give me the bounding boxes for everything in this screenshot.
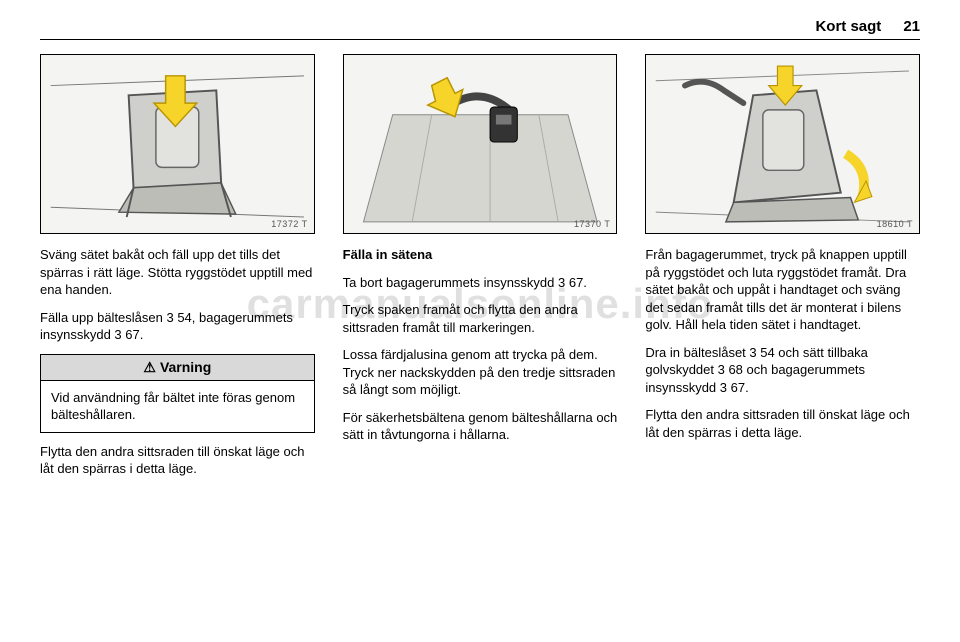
col3-paragraph-1: Från bagagerummet, tryck på knap­pen upp…	[645, 246, 920, 334]
warning-box: ⚠Varning Vid användning får bältet inte …	[40, 354, 315, 433]
page-header: Kort sagt 21	[40, 18, 920, 40]
warning-title: Varning	[160, 359, 211, 375]
col2-paragraph-4: För säkerhetsbältena genom bältes­hållar…	[343, 409, 618, 444]
page: Kort sagt 21 carmanualsonline.info	[0, 0, 960, 642]
column-1: 17372 T Sväng sätet bakåt och fäll upp d…	[40, 54, 315, 488]
illustration-3-caption: 18610 T	[877, 219, 913, 229]
warning-triangle-icon: ⚠	[143, 359, 156, 375]
col2-subhead: Fälla in sätena	[343, 246, 618, 264]
illustration-1-caption: 17372 T	[271, 219, 307, 229]
illustration-1: 17372 T	[40, 54, 315, 234]
col2-paragraph-2: Tryck spaken framåt och flytta den andra…	[343, 301, 618, 336]
col1-paragraph-3: Flytta den andra sittsraden till önskat …	[40, 443, 315, 478]
col3-paragraph-2: Dra in bälteslåset 3 54 och sätt till­ba…	[645, 344, 920, 397]
column-3: 18610 T Från bagagerummet, tryck på knap…	[645, 54, 920, 488]
illustration-2-caption: 17370 T	[574, 219, 610, 229]
seat-fold-up-icon	[41, 55, 314, 233]
col1-paragraph-2: Fälla upp bälteslåsen 3 54, bagagerummet…	[40, 309, 315, 344]
illustration-2: 17370 T	[343, 54, 618, 234]
col2-subhead-text: Fälla in sätena	[343, 247, 433, 262]
header-title: Kort sagt	[815, 18, 881, 35]
warning-body: Vid användning får bältet inte föras gen…	[41, 381, 314, 432]
header-page-number: 21	[903, 18, 920, 35]
content-columns: 17372 T Sväng sätet bakåt och fäll upp d…	[40, 54, 920, 488]
col1-paragraph-1: Sväng sätet bakåt och fäll upp det tills…	[40, 246, 315, 299]
column-2: 17370 T Fälla in sätena Ta bort bagageru…	[343, 54, 618, 488]
illustration-3: 18610 T	[645, 54, 920, 234]
seat-fold-forward-icon	[646, 55, 919, 233]
col2-paragraph-3: Lossa färdjalusina genom att trycka på d…	[343, 346, 618, 399]
col3-paragraph-3: Flytta den andra sittsraden till önskat …	[645, 406, 920, 441]
warning-heading: ⚠Varning	[41, 355, 314, 381]
col2-paragraph-1: Ta bort bagagerummets insynsskydd 3 67.	[343, 274, 618, 292]
seatbelt-holder-icon	[344, 55, 617, 233]
